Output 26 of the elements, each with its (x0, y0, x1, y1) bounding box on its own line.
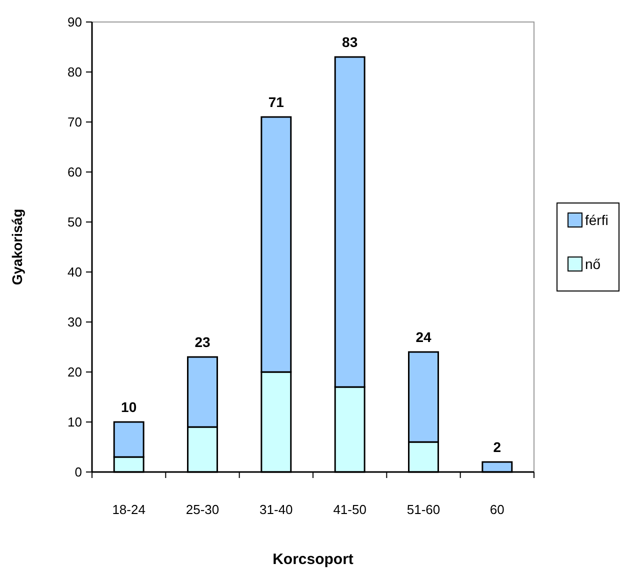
total-label: 10 (121, 399, 137, 415)
y-tick-label: 50 (68, 214, 82, 230)
y-tick-label: 60 (68, 164, 82, 180)
y-tick-label: 20 (68, 364, 82, 380)
y-tick-label: 70 (68, 114, 82, 130)
y-tick-label: 40 (68, 264, 82, 280)
x-tick-label: 18-24 (112, 502, 146, 517)
y-tick-label: 30 (68, 314, 82, 330)
total-label: 23 (194, 334, 210, 350)
x-tick-label: 51-60 (406, 502, 440, 517)
y-tick-label: 80 (68, 64, 82, 80)
y-axis-title: Gyakoriság (9, 208, 25, 286)
y-tick-label: 10 (68, 414, 82, 430)
legend-label: nő (585, 256, 601, 272)
x-tick-label: 31-40 (260, 502, 293, 517)
total-label: 2 (493, 439, 502, 455)
legend-label: férfi (585, 212, 608, 228)
total-label: 71 (268, 94, 284, 110)
x-tick-label: 60 (490, 502, 504, 517)
total-label: 24 (416, 329, 432, 345)
y-tick-label: 90 (68, 14, 82, 30)
x-tick-label: 25-30 (186, 502, 220, 517)
total-label: 83 (342, 34, 358, 50)
x-axis-title: Korcsoport (272, 551, 354, 568)
y-tick-label: 0 (74, 464, 82, 480)
x-tick-label: 41-50 (333, 502, 366, 517)
